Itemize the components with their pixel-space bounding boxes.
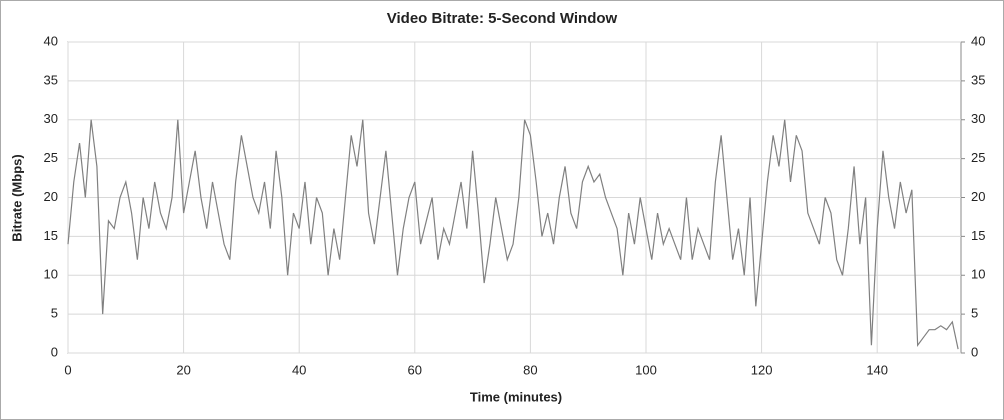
y2-tick-label: 35 [971, 72, 985, 87]
x-tick-label: 40 [292, 362, 306, 377]
y2-tick-label: 40 [971, 33, 985, 48]
y2-tick-label: 30 [971, 111, 985, 126]
y2-tick-label: 25 [971, 150, 985, 165]
y-tick-label: 15 [44, 228, 58, 243]
data-line [67, 119, 959, 350]
x-tick-label: 80 [523, 362, 537, 377]
y-tick-label: 30 [44, 111, 58, 126]
x-tick-label: 120 [751, 362, 773, 377]
x-tick-label: 60 [408, 362, 422, 377]
y2-tick-label: 15 [971, 228, 985, 243]
x-tick-label: 140 [866, 362, 888, 377]
x-tick-label: 20 [176, 362, 190, 377]
y-tick-label: 0 [51, 344, 58, 359]
y-tick-label: 25 [44, 150, 58, 165]
y2-tick-label: 10 [971, 267, 985, 282]
y-tick-label: 5 [51, 306, 58, 321]
y-tick-label: 40 [44, 33, 58, 48]
y2-tick-label: 5 [971, 306, 978, 321]
y-axis-label: Bitrate (Mbps) [9, 154, 24, 241]
y-tick-label: 35 [44, 72, 58, 87]
x-tick-label: 100 [635, 362, 657, 377]
x-axis-label: Time (minutes) [470, 389, 562, 404]
y2-tick-label: 0 [971, 344, 978, 359]
y-tick-label: 10 [44, 267, 58, 282]
chart-title: Video Bitrate: 5-Second Window [387, 10, 618, 27]
x-tick-label: 0 [64, 362, 71, 377]
y-tick-label: 20 [44, 189, 58, 204]
y2-tick-label: 20 [971, 189, 985, 204]
